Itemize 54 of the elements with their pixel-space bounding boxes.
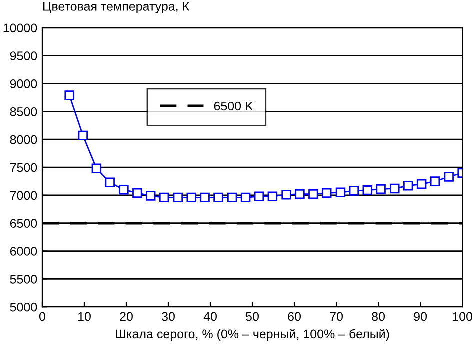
- point: [336, 188, 346, 198]
- y-tick-label: 5500: [10, 275, 38, 284]
- point: [430, 176, 440, 186]
- x-tick-label: 0: [39, 312, 46, 322]
- point: [132, 188, 142, 198]
- point: [200, 192, 210, 203]
- point: [416, 179, 427, 190]
- x-axis-title: Шкала серого, % (0% – черный, 100% – белый): [116, 329, 390, 342]
- x-tick-label: 50: [246, 312, 259, 322]
- point: [349, 186, 360, 196]
- point: [78, 130, 88, 141]
- y-tick-label: 10000: [4, 24, 38, 33]
- x-tick-label: 10: [78, 312, 91, 322]
- x-tick-label: 30: [162, 312, 175, 322]
- x-tick-label: 70: [330, 312, 343, 322]
- x-tick-label: 100: [453, 312, 472, 322]
- point: [240, 192, 251, 203]
- x-tick-label: 80: [372, 312, 386, 322]
- point: [227, 192, 238, 203]
- y-tick-label: 8500: [10, 107, 38, 116]
- point: [214, 192, 224, 203]
- y-tick-label: 9500: [10, 52, 38, 60]
- point: [362, 186, 372, 196]
- point: [105, 178, 115, 188]
- point: [282, 190, 292, 200]
- point: [119, 184, 129, 195]
- x-tick-label: 40: [204, 312, 217, 322]
- point: [376, 184, 386, 194]
- point: [159, 192, 170, 203]
- y-tick-label: 7500: [10, 163, 38, 172]
- y-tick-label: 6500: [10, 219, 38, 228]
- x-tick-label: 90: [414, 312, 428, 322]
- y-tick-label: 7000: [10, 191, 38, 200]
- y-tick-label: 5000: [10, 302, 38, 312]
- point: [322, 188, 332, 198]
- y-tick-label: 8000: [10, 135, 38, 144]
- point: [64, 90, 74, 100]
- point: [173, 192, 184, 203]
- y-axis-title: Цветовая температура, К: [44, 2, 190, 14]
- point: [146, 191, 156, 201]
- x-tick-label: 20: [120, 312, 133, 322]
- y-tick-label: 9000: [10, 80, 38, 88]
- point: [186, 192, 196, 203]
- point: [92, 164, 102, 174]
- y-tick-label: 6000: [10, 247, 38, 256]
- point: [295, 189, 305, 200]
- point: [390, 184, 400, 194]
- legend-label: 6500 K: [214, 102, 254, 111]
- point: [308, 189, 318, 200]
- point: [268, 192, 278, 202]
- point: [444, 172, 454, 182]
- point: [254, 192, 264, 202]
- x-tick-label: 60: [288, 312, 301, 322]
- point: [404, 181, 414, 191]
